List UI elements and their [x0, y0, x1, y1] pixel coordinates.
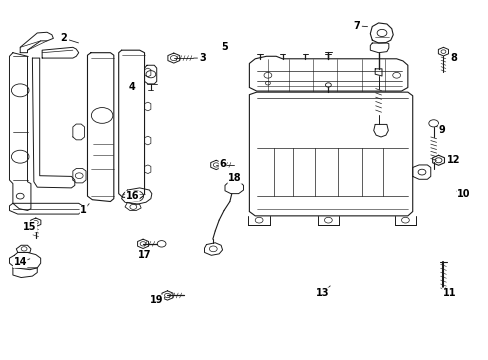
Text: 2: 2	[61, 33, 67, 43]
Text: 10: 10	[456, 189, 470, 199]
Text: 5: 5	[221, 42, 228, 52]
Text: 7: 7	[352, 21, 359, 31]
Text: 17: 17	[138, 250, 151, 260]
Text: 18: 18	[227, 173, 241, 183]
Text: 4: 4	[129, 82, 136, 92]
Text: 3: 3	[199, 53, 206, 63]
Text: 13: 13	[315, 288, 328, 298]
Text: 6: 6	[219, 159, 225, 169]
Text: 16: 16	[125, 191, 139, 201]
Text: 1: 1	[80, 206, 87, 216]
Text: 12: 12	[447, 155, 460, 165]
Text: 19: 19	[150, 295, 163, 305]
Text: 11: 11	[442, 288, 455, 298]
Text: 15: 15	[23, 222, 37, 231]
Text: 8: 8	[450, 53, 457, 63]
Text: 9: 9	[438, 125, 445, 135]
Text: 14: 14	[14, 257, 27, 267]
